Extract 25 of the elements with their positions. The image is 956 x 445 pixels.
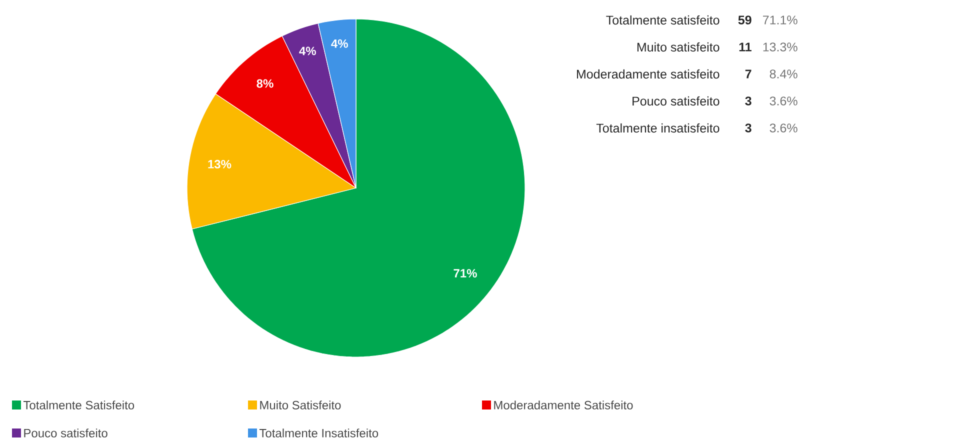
text: Totalmente insatisfeito — [596, 123, 720, 133]
text: 11 — [739, 42, 752, 52]
text: 13.3% — [763, 42, 798, 52]
data-label: 4% — [299, 46, 316, 56]
text: 3 — [745, 124, 752, 132]
legend-label: Pouco satisfeito — [24, 428, 108, 438]
text: 71.1% — [763, 16, 798, 24]
legend-label: Totalmente Satisfeito — [23, 400, 134, 410]
text: Totalmente satisfeito — [606, 15, 720, 25]
text: 8.4% — [770, 70, 798, 78]
data-label: 71% — [454, 269, 477, 278]
data-label: 4% — [331, 39, 348, 48]
text: Pouco satisfeito — [632, 96, 720, 106]
text: 7 — [745, 70, 752, 78]
data-label: 13% — [208, 160, 232, 168]
text: 3.6% — [770, 96, 798, 106]
legend-label: Muito Satisfeito — [260, 400, 341, 410]
data-label: 8% — [256, 79, 274, 88]
text: Moderadamente satisfeito — [576, 69, 720, 79]
legend-label: Moderadamente Satisfeito — [494, 400, 633, 410]
legend-label: Totalmente Insatisfeito — [259, 428, 378, 438]
text: 59 — [738, 16, 752, 24]
text: 3.6% — [770, 124, 798, 132]
text: Muito satisfeito — [637, 42, 720, 52]
text: 3 — [745, 96, 752, 106]
